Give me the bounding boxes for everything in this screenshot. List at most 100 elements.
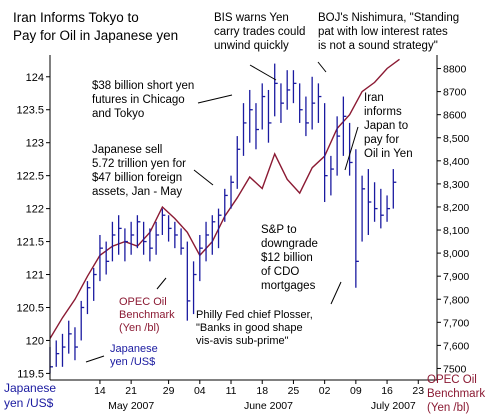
right-tick-label: 8,200 xyxy=(443,202,469,214)
right-tick-label: 8,300 xyxy=(443,179,469,191)
yen-price-bar xyxy=(68,320,72,354)
annotation-3: Japanese sell 5.72 trillion yen for $47 bi… xyxy=(92,144,214,198)
yen-price-bar xyxy=(174,221,178,249)
x-tick-label: 02 xyxy=(319,385,331,397)
left-tick-label: 123.5 xyxy=(16,105,44,117)
chart-title-line: Iran Informs Tokyo to xyxy=(13,10,139,25)
axes: 124 123.5 123 122.5 122 121.5 121 120.5 120 119.5… xyxy=(4,55,485,414)
yen-price-bar xyxy=(124,228,128,262)
x-tick-label: 23 xyxy=(412,385,424,397)
yen-price-bar xyxy=(311,76,316,130)
yen-price-bar xyxy=(155,221,160,255)
yen-price-bar xyxy=(186,241,191,321)
x-tick-label: 18 xyxy=(256,385,268,397)
yen-price-bar xyxy=(342,96,347,156)
right-tick-label: 7,800 xyxy=(443,294,469,306)
left-axis-title: yen /US$ xyxy=(4,396,54,410)
annotation-text: assets, Jan - May xyxy=(92,186,182,198)
annotation-text: (Yen /bl) xyxy=(119,322,160,334)
annotation-text: $38 billion short yen xyxy=(92,80,194,92)
yen-price-bar xyxy=(224,188,228,222)
left-tick-label: 124 xyxy=(26,72,44,84)
yen-price-bar xyxy=(74,327,78,361)
annotation-text: carry trades could xyxy=(214,26,305,38)
right-tick-label: 7,900 xyxy=(443,271,469,283)
right-tick-label: 7,600 xyxy=(443,340,469,352)
yen-price-bar xyxy=(361,175,366,242)
yen-price-bar xyxy=(136,215,141,249)
annotation-text: BOJ's Nishimura, "Standing xyxy=(318,12,459,24)
yen-price-bar xyxy=(261,83,266,130)
annotation-pointer xyxy=(330,281,342,305)
annotation-pointer xyxy=(249,64,277,81)
yen-price-bar xyxy=(118,215,122,255)
right-axis-title: Benchmark xyxy=(427,388,485,400)
yen-price-bar xyxy=(355,149,359,288)
annotation-text: and Tokyo xyxy=(92,108,144,120)
x-tick-label: 04 xyxy=(194,385,206,397)
yen-price-bar xyxy=(305,96,309,137)
x-month-label: May 2007 xyxy=(108,400,154,412)
left-tick-label: 123 xyxy=(26,138,44,150)
x-tick-label: 29 xyxy=(163,385,175,397)
annotation-text: Iran xyxy=(364,92,384,104)
yen-price-bar xyxy=(111,221,116,262)
right-tick-label: 8,000 xyxy=(443,248,469,260)
x-month-label: June 2007 xyxy=(244,400,293,412)
right-axis-title: (Yen /bl) xyxy=(427,402,470,414)
yen-price-bar xyxy=(330,155,334,196)
yen-price-bar xyxy=(217,208,222,249)
annotation-text: Japanese sell xyxy=(92,144,162,156)
yen-price-bar xyxy=(249,89,253,143)
x-month-label: July 2007 xyxy=(371,400,416,412)
right-tick-label: 8700 xyxy=(443,87,467,99)
annotation-pointer xyxy=(317,61,327,73)
annotation-text: $12 billion xyxy=(261,252,313,264)
annotation-text: Japan to xyxy=(364,120,408,132)
yen-price-bar xyxy=(230,175,235,209)
right-axis-title: OPEC Oil xyxy=(427,374,477,386)
yen-price-bar xyxy=(55,340,60,367)
annotation-1: BIS warns Yen carry trades could unwind qu… xyxy=(214,12,305,81)
yen-price-bar xyxy=(105,241,110,275)
yen-price-bar xyxy=(380,188,384,229)
left-tick-label: 120 xyxy=(26,335,44,347)
yen-price-bar xyxy=(180,228,185,255)
annotation-0: $38 billion short yen futures in Chicago a… xyxy=(92,80,233,120)
x-tick-label: 25 xyxy=(288,385,300,397)
annotation-text: vis-avis sub-prime" xyxy=(196,335,289,347)
annotation-text: downgrade xyxy=(261,238,318,250)
annotation-text: Philly Fed chief Plosser, xyxy=(196,309,313,321)
left-tick-label: 122.5 xyxy=(16,171,44,183)
yen-price-bar xyxy=(80,300,85,341)
yen-price-bar xyxy=(167,215,172,242)
yen-price-bar xyxy=(61,333,66,367)
annotation-text: S&P to xyxy=(261,224,297,236)
yen-price-bar xyxy=(299,83,303,123)
right-tick-label: 8,500 xyxy=(443,133,469,145)
left-tick-label: 122 xyxy=(26,204,44,216)
annotation-text: is not a sound strategy" xyxy=(318,40,438,52)
right-tick-label: 8,400 xyxy=(443,156,469,168)
yen-price-bar xyxy=(242,103,247,156)
annotation-8: Philly Fed chief Plosser,"Banks in good … xyxy=(196,281,342,347)
annotation-text: OPEC Oil xyxy=(119,296,167,308)
annotation-text: futures in Chicago xyxy=(92,94,185,106)
yen-price-bar xyxy=(86,281,91,315)
annotation-text: Benchmark xyxy=(119,309,175,321)
x-tick-label: 21 xyxy=(125,385,137,397)
left-tick-label: 120.5 xyxy=(16,302,44,314)
yen-price-bar xyxy=(142,221,147,255)
plot-area xyxy=(49,58,400,374)
annotation-pointer xyxy=(193,169,214,186)
annotation-text: of CDO xyxy=(261,266,299,278)
annotation-pointer xyxy=(344,126,359,171)
annotation-text: pat with low interest rates xyxy=(318,26,448,38)
annotation-text: informs xyxy=(364,106,402,118)
annotation-text: yen /US$ xyxy=(110,356,155,368)
annotation-5: S&P to downgrade $12 billion of CDO mortgage… xyxy=(261,224,318,292)
yen-price-bar xyxy=(205,221,210,262)
yen-price-bar xyxy=(255,103,259,150)
